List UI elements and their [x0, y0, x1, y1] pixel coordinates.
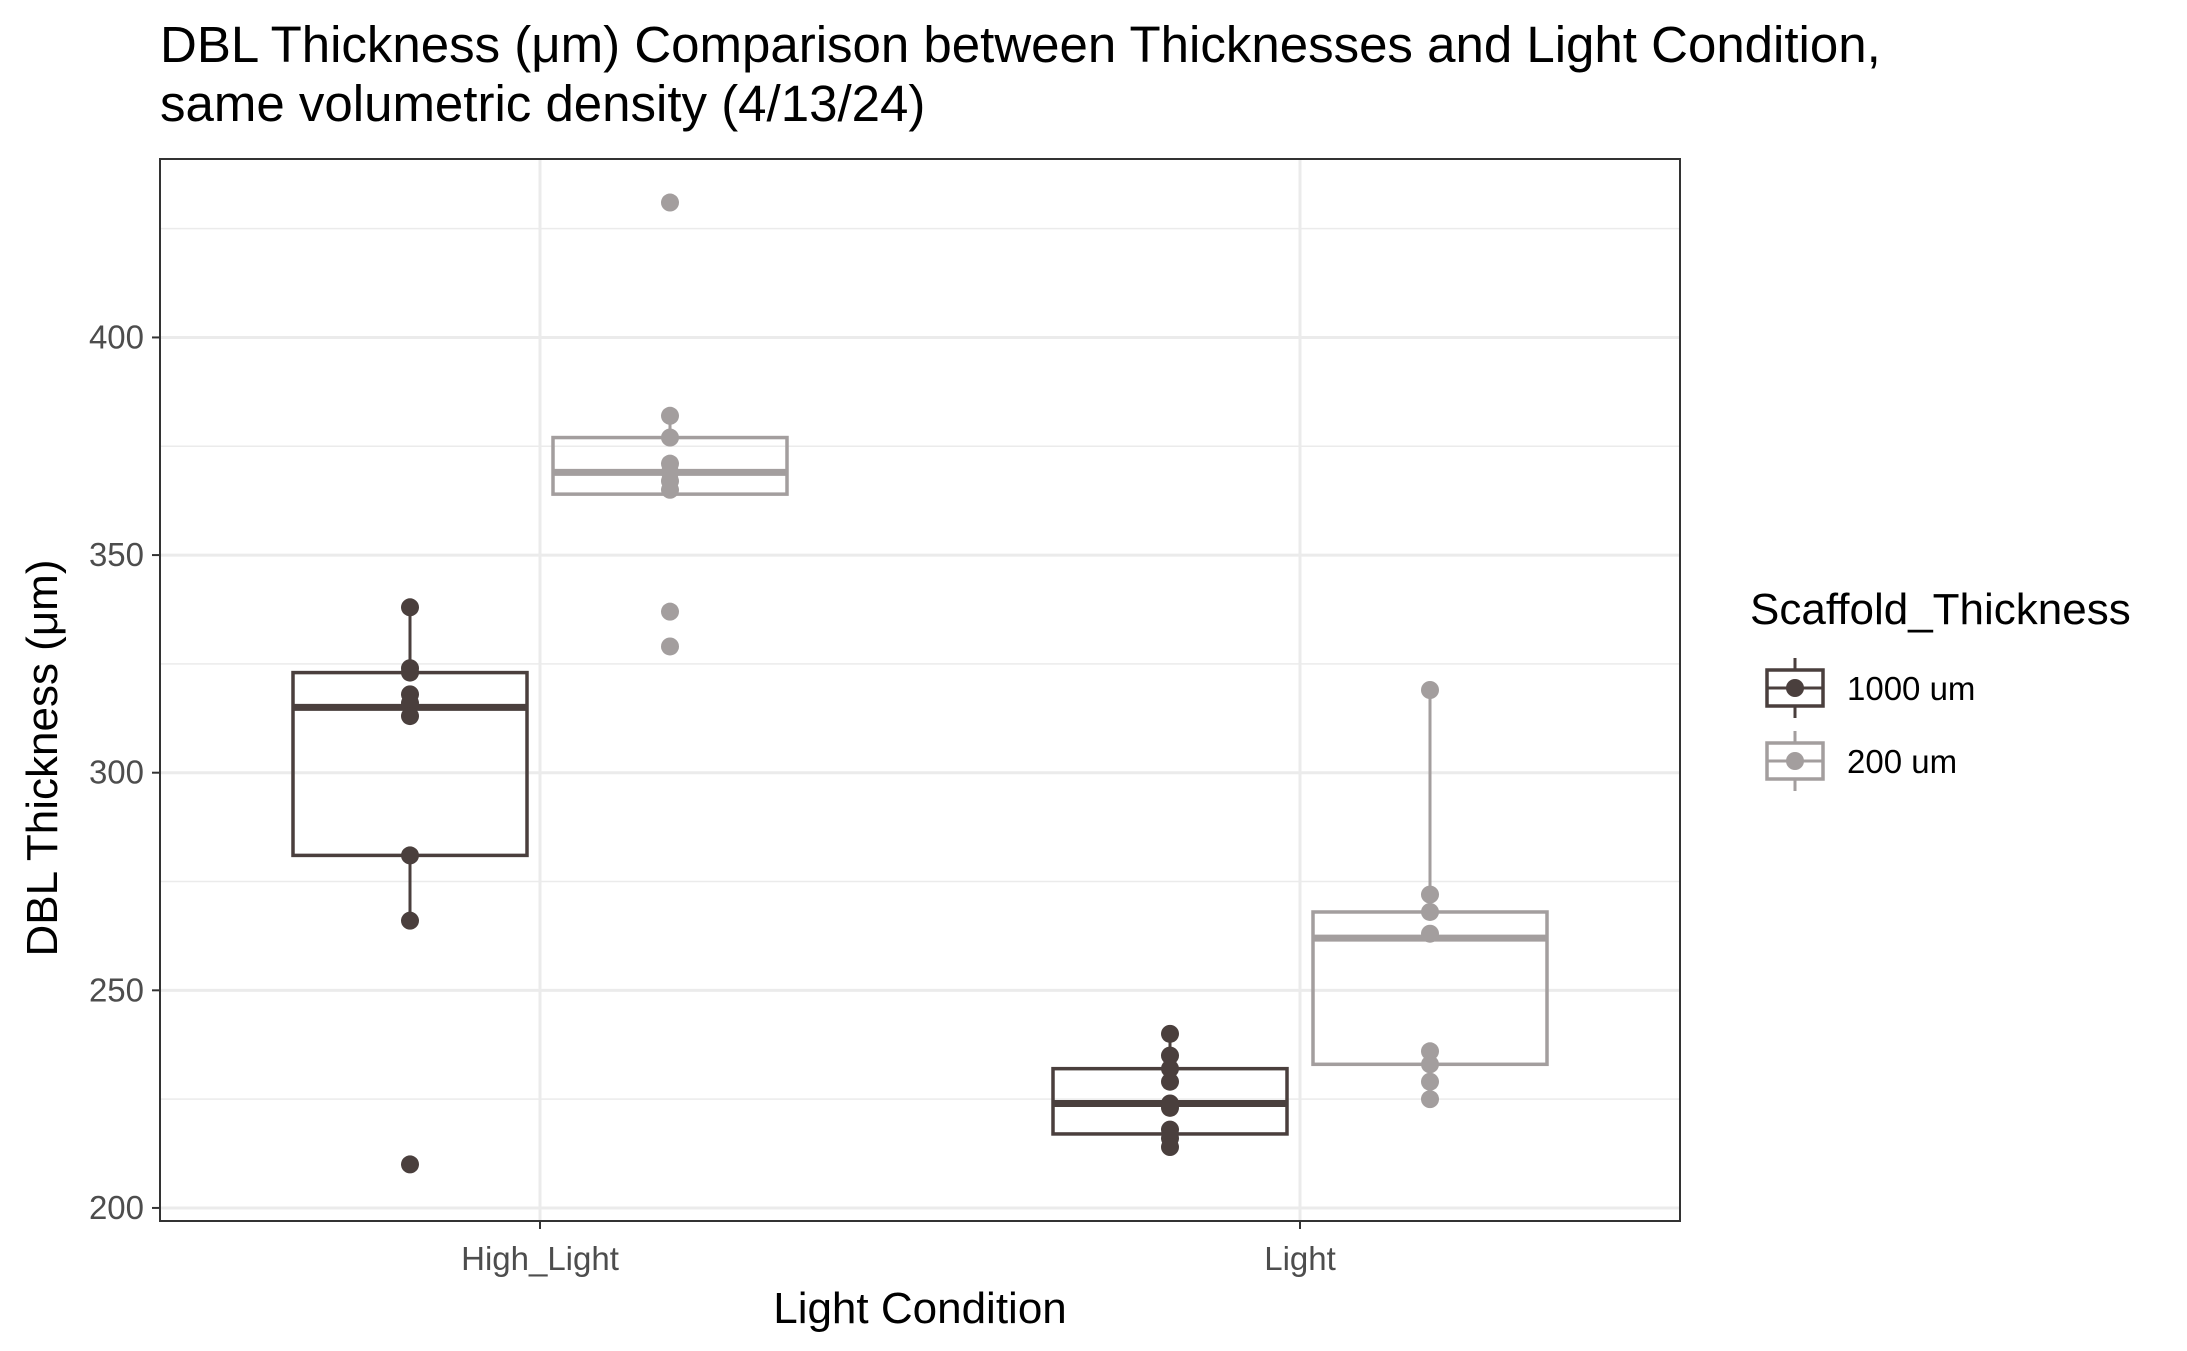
data-point	[1421, 924, 1439, 943]
data-point	[1421, 885, 1439, 904]
x-tick-label: Light	[1264, 1240, 1336, 1277]
data-point	[661, 193, 679, 212]
legend: Scaffold_Thickness 1000 um 200 um	[1750, 585, 2131, 791]
y-tick-label: 250	[89, 971, 144, 1008]
plot-border	[159, 158, 1681, 1222]
data-point	[1421, 1090, 1439, 1109]
y-tick-label: 300	[89, 754, 144, 791]
data-point	[1421, 1055, 1439, 1074]
x-axis-title: Light Condition	[773, 1284, 1067, 1333]
data-point	[661, 406, 679, 425]
y-tick-label: 400	[89, 318, 144, 355]
data-point	[1421, 681, 1439, 699]
legend-label: 1000 um	[1847, 670, 1975, 707]
data-point	[401, 1155, 419, 1174]
data-point	[1161, 1059, 1179, 1078]
plot-area: 200 250 300 350 400 High_Light Light	[89, 158, 1681, 1277]
y-tick-label: 200	[89, 1189, 144, 1226]
data-point	[661, 602, 679, 621]
legend-key-point	[1786, 752, 1804, 770]
data-point	[401, 707, 419, 726]
data-point	[1161, 1046, 1179, 1065]
data-point	[401, 598, 419, 617]
data-point	[1161, 1024, 1179, 1043]
x-tick-label: High_Light	[461, 1240, 619, 1277]
chart-subtitle: same volumetric density (4/13/24)	[160, 75, 925, 132]
legend-title: Scaffold_Thickness	[1750, 585, 2131, 634]
data-point	[401, 911, 419, 930]
data-point	[661, 480, 679, 499]
legend-key-point	[1786, 679, 1804, 697]
data-point	[1161, 1138, 1179, 1157]
chart-title: DBL Thickness (μm) Comparison between Th…	[160, 16, 1881, 73]
data-point	[1421, 1072, 1439, 1091]
plot-background	[160, 159, 1680, 1221]
data-point	[1421, 902, 1439, 921]
data-point	[661, 637, 679, 656]
data-point	[1421, 1042, 1439, 1061]
data-point	[401, 663, 419, 682]
data-point	[401, 846, 419, 865]
legend-label: 200 um	[1847, 743, 1957, 780]
data-point	[1161, 1072, 1179, 1091]
data-point	[401, 694, 419, 713]
y-tick-label: 350	[89, 536, 144, 573]
data-point	[661, 428, 679, 447]
y-axis-title: DBL Thickness (μm)	[18, 560, 67, 957]
data-point	[1161, 1098, 1179, 1117]
